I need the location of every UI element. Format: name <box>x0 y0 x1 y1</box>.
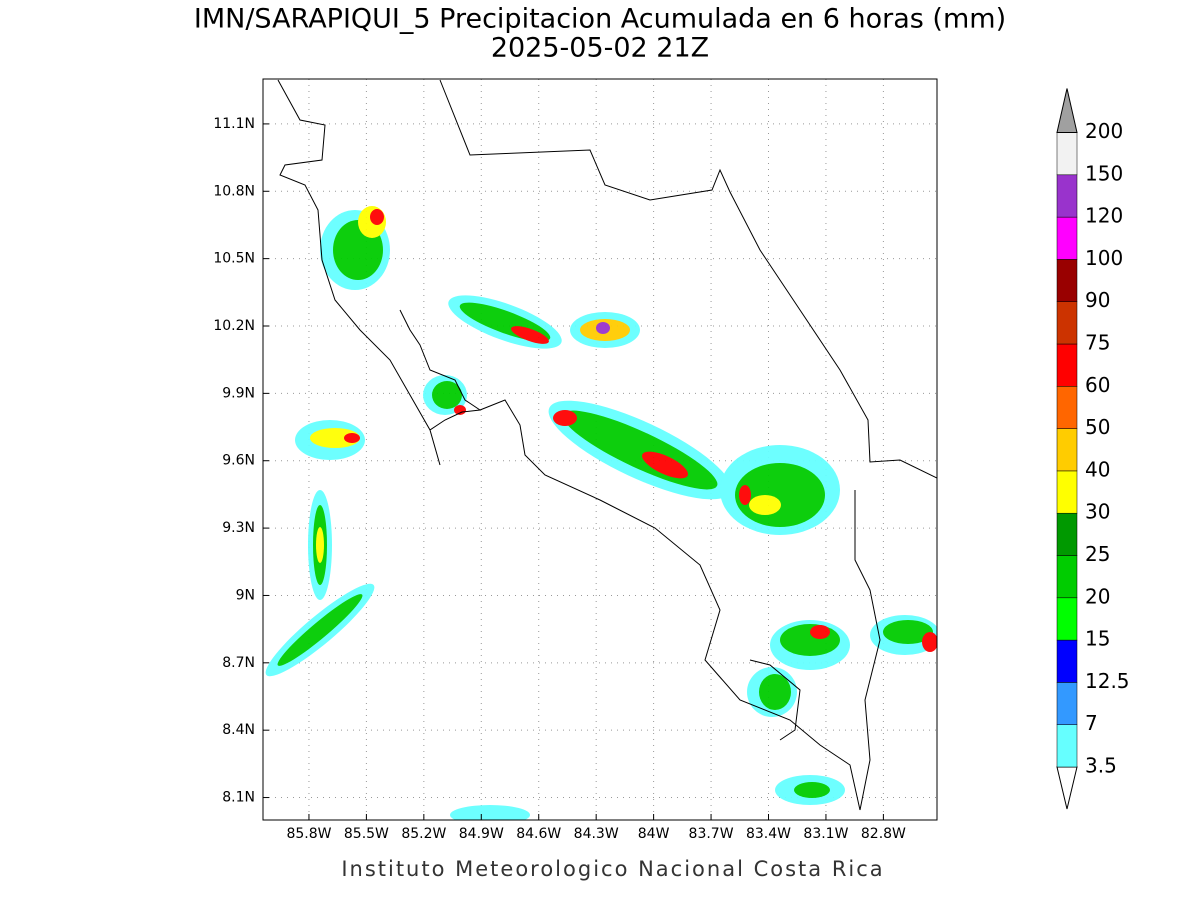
x-tick-label: 85.8W <box>286 826 331 842</box>
precip-field <box>265 79 937 820</box>
precip-area <box>344 433 360 443</box>
axes: 85.8W 85.5W 85.2W 84.9W 84.6W 84.3W 84W 83.7W 83… <box>213 116 906 842</box>
precip-area <box>450 805 530 820</box>
x-tick-label: 84.9W <box>459 826 504 842</box>
colorbar-label: 7 <box>1085 711 1098 735</box>
precip-area <box>642 451 688 479</box>
map-frame <box>262 78 938 821</box>
precip-area <box>922 632 937 652</box>
colorbar-label: 15 <box>1085 627 1110 651</box>
y-tick-label: 8.1N <box>222 790 255 806</box>
colorbar-label: 3.5 <box>1085 754 1117 778</box>
colorbar-label: 40 <box>1085 457 1110 481</box>
y-tick-label: 8.4N <box>222 722 255 738</box>
precip-area <box>596 322 610 334</box>
footer: Instituto Meteorologico Nacional Costa R… <box>341 857 884 881</box>
precip-area <box>370 209 384 225</box>
colorbar-box <box>1056 555 1078 599</box>
colorbar-label: 150 <box>1085 161 1123 185</box>
y-tick-label: 10.5N <box>213 251 255 267</box>
colorbar-label: 200 <box>1085 119 1123 143</box>
colorbar-label: 50 <box>1085 415 1110 439</box>
map-title: IMN/SARAPIQUI_5 Precipitacion Acumulada … <box>194 4 1006 35</box>
y-tick-label: 10.2N <box>213 318 255 334</box>
colorbar-over <box>1056 88 1078 133</box>
precip-area <box>511 326 549 344</box>
colorbar-box <box>1056 428 1078 472</box>
precip-area <box>310 428 360 448</box>
x-tick-label: 83.7W <box>689 826 734 842</box>
precip-area <box>553 410 577 426</box>
x-tick-label: 84.3W <box>574 826 619 842</box>
precip-area <box>759 674 791 710</box>
precip-area <box>749 495 781 515</box>
precip-area <box>562 410 718 490</box>
precip-area <box>810 625 830 639</box>
coastline <box>277 79 482 466</box>
colorbar-box <box>1056 132 1078 176</box>
colorbar-label: 12.5 <box>1085 669 1130 693</box>
colorbar-box <box>1056 386 1078 429</box>
colorbar-box <box>1056 512 1078 556</box>
y-tick-label: 9.6N <box>222 453 255 469</box>
x-tick-label: 84.6W <box>516 826 561 842</box>
y-tick-label: 8.7N <box>222 655 255 671</box>
colorbar-box <box>1056 682 1078 725</box>
colorbar-label: 120 <box>1085 204 1123 228</box>
precip-area <box>780 624 840 656</box>
precip-area <box>794 782 830 798</box>
map-subtitle: 2025-05-02 21Z <box>491 33 709 64</box>
x-tick-label: 82.8W <box>861 826 906 842</box>
colorbar-under <box>1056 766 1078 810</box>
precip-area <box>454 405 466 415</box>
colorbar-box <box>1056 597 1078 641</box>
colorbar-box <box>1056 216 1078 260</box>
x-tick-label: 85.2W <box>401 826 446 842</box>
precip-area <box>277 594 363 666</box>
border <box>749 490 881 811</box>
colorbar-box <box>1056 301 1078 345</box>
y-tick-label: 11.1N <box>213 116 255 132</box>
colorbar-label: 90 <box>1085 288 1110 312</box>
colorbar-box <box>1056 639 1078 683</box>
colorbar-label: 30 <box>1085 500 1110 524</box>
colorbar-box <box>1056 470 1078 514</box>
x-tick-label: 84W <box>638 826 670 842</box>
colorbar-box <box>1056 724 1078 768</box>
colorbar-label: 20 <box>1085 584 1110 608</box>
precip-area <box>432 381 462 409</box>
x-tick-label: 85.5W <box>344 826 389 842</box>
coastline <box>439 79 937 479</box>
colorbar-box <box>1056 174 1078 218</box>
colorbar-label: 100 <box>1085 246 1123 270</box>
coastline <box>479 399 861 811</box>
y-tick-label: 9.3N <box>222 520 255 536</box>
colorbar-label: 60 <box>1085 373 1110 397</box>
x-tick-label: 83.1W <box>803 826 848 842</box>
colorbar-label: 25 <box>1085 542 1110 566</box>
colorbar-label: 75 <box>1085 331 1110 355</box>
colorbar: 3.5 7 12.5 15 20 25 30 40 50 60 75 90 100 120 150 200 <box>1056 88 1130 810</box>
precip-area <box>739 485 751 505</box>
y-tick-label: 9N <box>236 587 255 603</box>
precip-area <box>883 620 933 644</box>
precip-area <box>316 527 324 563</box>
x-tick-label: 83.4W <box>746 826 791 842</box>
y-tick-label: 10.8N <box>213 183 255 199</box>
colorbar-box <box>1056 259 1078 302</box>
y-tick-label: 9.9N <box>222 385 255 401</box>
colorbar-box <box>1056 343 1078 387</box>
